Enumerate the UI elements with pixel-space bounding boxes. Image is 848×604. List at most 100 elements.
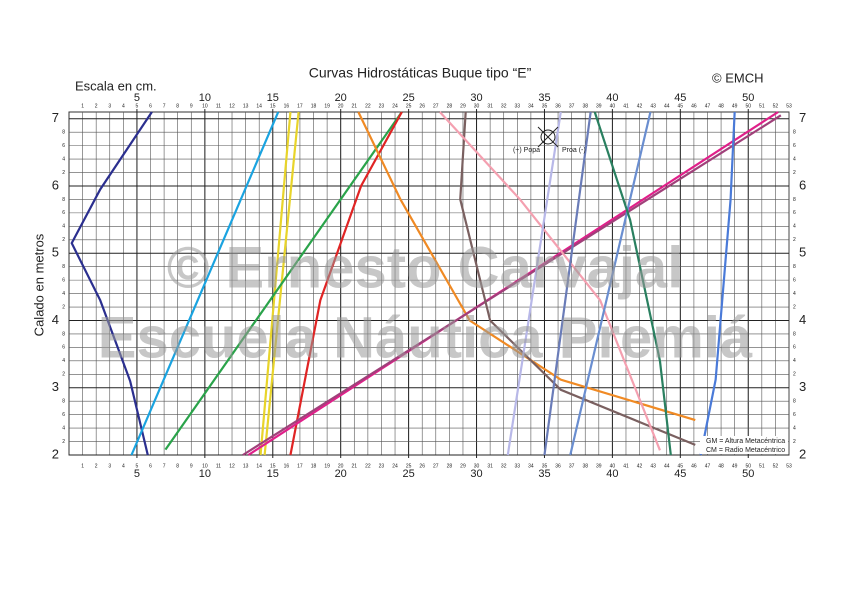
x-tick-label: 9 — [190, 103, 193, 109]
x-tick-label: 45 — [678, 463, 684, 469]
x-tick-label: 19 — [324, 103, 330, 109]
x-tick-label: 49 — [732, 103, 738, 109]
x-major-label: 25 — [402, 92, 414, 104]
x-tick-label: 40 — [610, 103, 616, 109]
x-tick-label: 46 — [691, 103, 697, 109]
x-tick-label: 42 — [637, 103, 643, 109]
copyright: © EMCH — [712, 70, 763, 85]
x-tick-label: 37 — [569, 103, 575, 109]
x-major-label: 40 — [606, 92, 618, 104]
x-tick-label: 36 — [555, 103, 561, 109]
x-tick-label: 17 — [297, 103, 303, 109]
x-tick-label: 21 — [352, 103, 358, 109]
y-tick-label: 2 — [793, 372, 796, 378]
watermark: © Ernesto Carvajal — [167, 235, 684, 300]
x-tick-label: 28 — [447, 463, 453, 469]
x-major-label: 45 — [674, 468, 686, 480]
x-tick-label: 51 — [759, 463, 765, 469]
x-tick-label: 13 — [243, 103, 249, 109]
x-tick-label: 50 — [745, 103, 751, 109]
y-tick-label: 6 — [62, 210, 65, 216]
y-tick-label: 4 — [52, 312, 59, 327]
x-tick-label: 25 — [406, 463, 412, 469]
y-tick-label: 8 — [793, 197, 796, 203]
curve — [130, 111, 280, 456]
x-major-label: 45 — [674, 92, 686, 104]
x-tick-label: 22 — [365, 463, 371, 469]
x-tick-label: 22 — [365, 103, 371, 109]
x-tick-label: 13 — [243, 463, 249, 469]
x-tick-label: 26 — [419, 463, 425, 469]
x-tick-label: 23 — [379, 103, 385, 109]
x-tick-label: 29 — [460, 103, 466, 109]
x-major-label: 35 — [538, 92, 550, 104]
y-tick-label: 4 — [793, 358, 796, 364]
x-tick-label: 36 — [555, 463, 561, 469]
x-tick-label: 53 — [786, 103, 792, 109]
x-tick-label: 18 — [311, 103, 317, 109]
y-tick-label: 3 — [799, 379, 806, 394]
x-tick-label: 53 — [786, 463, 792, 469]
y-tick-label: 8 — [62, 264, 65, 270]
y-tick-label: 6 — [793, 345, 796, 351]
y-tick-label: 5 — [799, 245, 806, 260]
x-tick-label: 35 — [542, 103, 548, 109]
y-tick-label: 3 — [52, 379, 59, 394]
y-tick-label: 8 — [62, 331, 65, 337]
y-tick-label: 4 — [62, 425, 65, 431]
y-tick-label: 2 — [52, 446, 59, 461]
curve — [699, 111, 736, 456]
x-tick-label: 24 — [392, 103, 398, 109]
x-tick-label: 35 — [542, 463, 548, 469]
x-tick-label: 34 — [528, 463, 534, 469]
x-major-label: 30 — [470, 468, 482, 480]
x-major-label: 15 — [267, 92, 279, 104]
x-tick-label: 47 — [705, 103, 711, 109]
scale-label: Escala en cm. — [75, 78, 157, 93]
x-major-label: 50 — [742, 468, 754, 480]
x-major-label: 10 — [199, 92, 211, 104]
y-tick-label: 2 — [62, 439, 65, 445]
x-tick-label: 41 — [623, 463, 629, 469]
x-tick-label: 43 — [650, 463, 656, 469]
x-tick-label: 23 — [379, 463, 385, 469]
x-tick-label: 52 — [773, 463, 779, 469]
x-tick-label: 39 — [596, 103, 602, 109]
curve — [506, 111, 562, 456]
x-tick-label: 11 — [216, 463, 221, 469]
grid: 1122334455667788991010111112121313141415… — [52, 92, 806, 480]
curves — [70, 111, 782, 456]
curve — [569, 111, 652, 456]
y-tick-label: 4 — [793, 156, 796, 162]
curve — [439, 111, 661, 451]
y-tick-label: 6 — [793, 277, 796, 283]
x-tick-label: 14 — [256, 463, 262, 469]
y-tick-label: 2 — [793, 304, 796, 310]
x-tick-label: 44 — [664, 463, 670, 469]
chart-title: Curvas Hidrostáticas Buque tipo “E” — [309, 65, 532, 81]
x-tick-label: 49 — [732, 463, 738, 469]
y-tick-label: 7 — [52, 110, 59, 125]
y-tick-label: 2 — [793, 439, 796, 445]
x-tick-label: 7 — [163, 103, 166, 109]
x-tick-label: 10 — [202, 103, 208, 109]
x-tick-label: 45 — [678, 103, 684, 109]
y-tick-label: 6 — [793, 210, 796, 216]
curve — [593, 111, 672, 456]
x-tick-label: 27 — [433, 103, 439, 109]
x-tick-label: 15 — [270, 103, 276, 109]
x-tick-label: 46 — [691, 463, 697, 469]
x-tick-label: 51 — [759, 103, 765, 109]
x-tick-label: 30 — [474, 103, 480, 109]
curve — [242, 114, 782, 456]
trim-label: (+) Popa — [513, 147, 540, 154]
x-tick-label: 16 — [284, 463, 290, 469]
watermark: Escuela Náutica Premiá — [98, 305, 753, 370]
x-tick-label: 2 — [95, 463, 98, 469]
y-tick-label: 8 — [793, 264, 796, 270]
x-tick-label: 31 — [487, 103, 493, 109]
curve — [164, 111, 403, 451]
y-tick-label: 7 — [799, 110, 806, 125]
x-tick-label: 24 — [392, 463, 398, 469]
x-tick-label: 18 — [311, 463, 317, 469]
